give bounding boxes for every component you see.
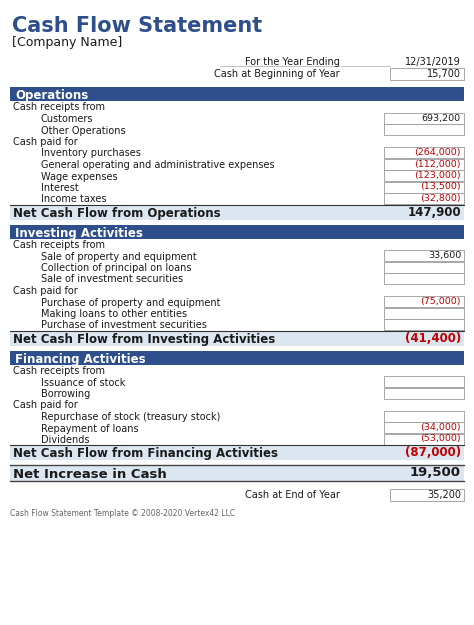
Bar [390, 489, 464, 501]
Text: Purchase of investment securities: Purchase of investment securities [41, 321, 207, 331]
Text: Customers: Customers [41, 114, 93, 124]
Bar [384, 261, 464, 272]
Text: Dividends: Dividends [41, 435, 90, 445]
Bar [384, 319, 464, 330]
Text: 19,500: 19,500 [410, 466, 461, 479]
Bar [384, 376, 464, 387]
Bar [384, 181, 464, 192]
Text: 15,700: 15,700 [427, 69, 461, 79]
Text: Repayment of loans: Repayment of loans [41, 424, 138, 434]
Text: 147,900: 147,900 [407, 206, 461, 219]
Text: For the Year Ending: For the Year Ending [245, 57, 340, 67]
Text: Cash at End of Year: Cash at End of Year [245, 491, 340, 501]
Text: Other Operations: Other Operations [41, 126, 126, 136]
Text: Cash Flow Statement Template © 2008-2020 Vertex42 LLC: Cash Flow Statement Template © 2008-2020… [10, 509, 235, 518]
Text: Repurchase of stock (treasury stock): Repurchase of stock (treasury stock) [41, 412, 220, 422]
Bar [384, 296, 464, 307]
Bar [384, 193, 464, 204]
Text: Operations: Operations [15, 89, 88, 102]
Text: (123,000): (123,000) [414, 171, 461, 180]
Bar [10, 204, 464, 219]
Bar [384, 273, 464, 284]
Bar [384, 159, 464, 169]
Bar [10, 351, 464, 364]
Text: Cash receipts from: Cash receipts from [13, 240, 105, 250]
Text: (13,500): (13,500) [420, 182, 461, 191]
Bar [384, 250, 464, 261]
Text: [Company Name]: [Company Name] [12, 36, 122, 49]
Text: Investing Activities: Investing Activities [15, 226, 143, 239]
Text: Cash at Beginning of Year: Cash at Beginning of Year [214, 69, 340, 79]
Text: Borrowing: Borrowing [41, 389, 90, 399]
Bar [10, 465, 464, 481]
Text: Inventory purchases: Inventory purchases [41, 149, 141, 159]
Text: Interest: Interest [41, 183, 79, 193]
Text: Cash paid for: Cash paid for [13, 286, 78, 296]
Text: Cash paid for: Cash paid for [13, 137, 78, 147]
Text: Cash receipts from: Cash receipts from [13, 102, 105, 112]
Bar [10, 87, 464, 101]
Bar [10, 445, 464, 460]
Text: 33,600: 33,600 [428, 251, 461, 260]
Bar [384, 434, 464, 444]
Bar [384, 112, 464, 124]
Bar [384, 308, 464, 319]
Text: Cash paid for: Cash paid for [13, 401, 78, 411]
Text: 12/31/2019: 12/31/2019 [405, 57, 461, 67]
Text: (53,000): (53,000) [420, 434, 461, 444]
Text: Issuance of stock: Issuance of stock [41, 378, 126, 388]
Bar [384, 422, 464, 433]
Text: Financing Activities: Financing Activities [15, 352, 146, 366]
Text: Net Cash Flow from Investing Activities: Net Cash Flow from Investing Activities [13, 333, 275, 346]
Text: Income taxes: Income taxes [41, 194, 107, 204]
Text: Collection of principal on loans: Collection of principal on loans [41, 263, 191, 273]
Bar [384, 411, 464, 421]
Bar [10, 331, 464, 346]
Text: (32,800): (32,800) [420, 194, 461, 203]
Bar [384, 124, 464, 135]
Text: (75,000): (75,000) [420, 297, 461, 306]
Text: (34,000): (34,000) [420, 423, 461, 432]
Bar [10, 224, 464, 239]
Text: Cash Flow Statement: Cash Flow Statement [12, 16, 262, 36]
Text: Making loans to other entities: Making loans to other entities [41, 309, 187, 319]
Text: Sale of investment securities: Sale of investment securities [41, 274, 183, 284]
Bar [384, 170, 464, 181]
Text: (87,000): (87,000) [405, 446, 461, 459]
Bar [384, 388, 464, 399]
Text: 35,200: 35,200 [427, 490, 461, 500]
Text: Purchase of property and equipment: Purchase of property and equipment [41, 298, 220, 308]
Text: Net Cash Flow from Financing Activities: Net Cash Flow from Financing Activities [13, 448, 278, 461]
Text: Wage expenses: Wage expenses [41, 171, 118, 181]
Text: General operating and administrative expenses: General operating and administrative exp… [41, 160, 274, 170]
Text: 693,200: 693,200 [422, 114, 461, 122]
Text: (264,000): (264,000) [414, 148, 461, 157]
Text: Sale of property and equipment: Sale of property and equipment [41, 251, 197, 261]
Text: Net Increase in Cash: Net Increase in Cash [13, 468, 167, 481]
Text: (41,400): (41,400) [405, 331, 461, 344]
Text: Cash receipts from: Cash receipts from [13, 366, 105, 376]
Bar [390, 68, 464, 80]
Text: (112,000): (112,000) [414, 159, 461, 169]
Text: Net Cash Flow from Operations: Net Cash Flow from Operations [13, 207, 220, 220]
Bar [384, 147, 464, 158]
